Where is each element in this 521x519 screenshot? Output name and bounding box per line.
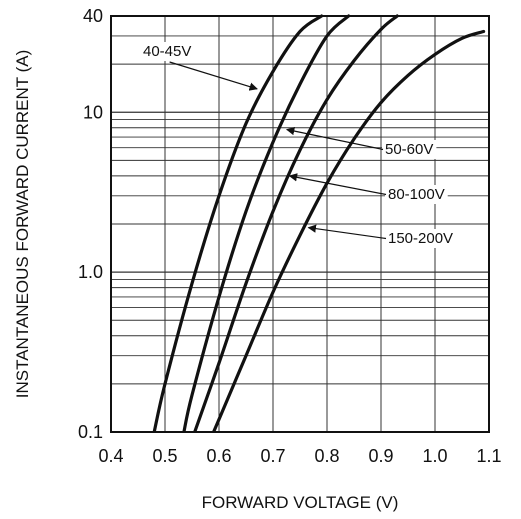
y-tick-label: 10	[83, 102, 103, 122]
x-tick-label: 0.9	[368, 446, 393, 466]
series-line-40-45v	[152, 14, 324, 432]
y-tick-labels: 0.1 1.0 10 40	[78, 6, 103, 442]
x-tick-label: 1.1	[476, 446, 501, 466]
callout-50-60v: 50-60V	[285, 126, 437, 159]
series-line-50-60v	[182, 14, 351, 432]
curves	[152, 14, 486, 432]
callout-label: 80-100V	[388, 186, 445, 203]
callout-arrow	[288, 173, 387, 196]
callout-150-200v: 150-200V	[307, 224, 457, 248]
series-line-80-100v	[193, 14, 399, 432]
callout-label-background	[140, 42, 195, 61]
callout-arrow	[285, 126, 384, 151]
x-tick-label: 0.8	[314, 446, 339, 466]
plot-frame	[110, 15, 490, 433]
x-tick-label: 0.6	[206, 446, 231, 466]
callout-label: 150-200V	[388, 230, 453, 247]
callout-label-background	[385, 185, 448, 204]
x-tick-label: 1.0	[422, 446, 447, 466]
x-tick-label: 0.7	[260, 446, 285, 466]
y-axis-title: INSTANTANEOUS FORWARD CURRENT (A)	[13, 50, 32, 399]
callout-arrow	[169, 61, 258, 91]
series-line-150-200v	[212, 29, 486, 432]
y-tick-label: 40	[83, 6, 103, 26]
callouts: 40-45V 50-60V 80-100V 150-200V	[140, 42, 457, 248]
x-tick-labels: 0.4 0.5 0.6 0.7 0.8 0.9 1.0 1.1	[98, 446, 501, 466]
callout-label-background	[385, 229, 457, 248]
x-tick-label: 0.4	[98, 446, 123, 466]
x-tick-label: 0.5	[152, 446, 177, 466]
callout-label: 50-60V	[385, 141, 433, 158]
y-tick-label: 0.1	[78, 422, 103, 442]
x-axis-title: FORWARD VOLTAGE (V)	[202, 493, 399, 512]
callout-label-background	[382, 140, 437, 159]
callout-arrow	[307, 224, 387, 240]
y-tick-label: 1.0	[78, 262, 103, 282]
callout-40-45v: 40-45V	[140, 42, 258, 91]
callout-label: 40-45V	[143, 43, 191, 60]
callout-80-100v: 80-100V	[288, 173, 448, 204]
